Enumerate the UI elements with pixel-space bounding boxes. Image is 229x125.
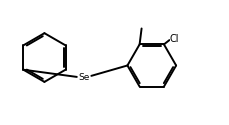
Text: Cl: Cl [169, 34, 179, 44]
Text: Se: Se [78, 73, 90, 82]
